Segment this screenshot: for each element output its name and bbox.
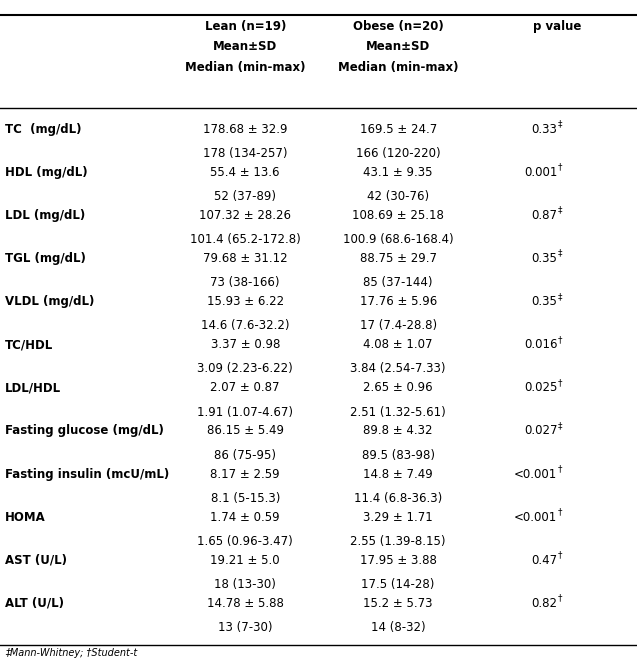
Text: TC  (mg/dL): TC (mg/dL) — [5, 122, 82, 136]
Text: 8.1 (5-15.3): 8.1 (5-15.3) — [211, 491, 280, 505]
Text: 2.55 (1.39-8.15): 2.55 (1.39-8.15) — [350, 535, 446, 548]
Text: Obese (n=20): Obese (n=20) — [353, 20, 443, 33]
Text: 101.4 (65.2-172.8): 101.4 (65.2-172.8) — [190, 233, 301, 246]
Text: 108.69 ± 25.18: 108.69 ± 25.18 — [352, 209, 444, 222]
Text: <0.001: <0.001 — [514, 467, 557, 481]
Text: 107.32 ± 28.26: 107.32 ± 28.26 — [199, 209, 291, 222]
Text: Fasting glucose (mg/dL): Fasting glucose (mg/dL) — [5, 424, 164, 438]
Text: 43.1 ± 9.35: 43.1 ± 9.35 — [363, 166, 433, 179]
Text: †: † — [558, 507, 562, 517]
Text: 17 (7.4-28.8): 17 (7.4-28.8) — [359, 319, 437, 332]
Text: 178 (134-257): 178 (134-257) — [203, 147, 287, 160]
Text: 3.37 ± 0.98: 3.37 ± 0.98 — [211, 338, 280, 351]
Text: 0.82: 0.82 — [531, 597, 557, 610]
Text: 15.93 ± 6.22: 15.93 ± 6.22 — [206, 295, 284, 308]
Text: ‡: ‡ — [558, 205, 562, 215]
Text: 86 (75-95): 86 (75-95) — [214, 449, 276, 462]
Text: 14.8 ± 7.49: 14.8 ± 7.49 — [363, 467, 433, 481]
Text: 100.9 (68.6-168.4): 100.9 (68.6-168.4) — [343, 233, 454, 246]
Text: 0.35: 0.35 — [531, 252, 557, 265]
Text: 55.4 ± 13.6: 55.4 ± 13.6 — [210, 166, 280, 179]
Text: 14.6 (7.6-32.2): 14.6 (7.6-32.2) — [201, 319, 289, 332]
Text: HOMA: HOMA — [5, 511, 46, 524]
Text: 3.84 (2.54-7.33): 3.84 (2.54-7.33) — [350, 362, 446, 376]
Text: ‡: ‡ — [558, 249, 562, 258]
Text: LDL (mg/dL): LDL (mg/dL) — [5, 209, 85, 222]
Text: 0.016: 0.016 — [524, 338, 557, 351]
Text: AST (U/L): AST (U/L) — [5, 554, 67, 567]
Text: †: † — [558, 162, 562, 172]
Text: 1.65 (0.96-3.47): 1.65 (0.96-3.47) — [197, 535, 293, 548]
Text: VLDL (mg/dL): VLDL (mg/dL) — [5, 295, 94, 308]
Text: 85 (37-144): 85 (37-144) — [363, 276, 433, 289]
Text: 17.95 ± 3.88: 17.95 ± 3.88 — [360, 554, 436, 567]
Text: †: † — [558, 464, 562, 473]
Text: †: † — [558, 551, 562, 559]
Text: Mean±SD: Mean±SD — [366, 40, 430, 53]
Text: 3.29 ± 1.71: 3.29 ± 1.71 — [363, 511, 433, 524]
Text: 8.17 ± 2.59: 8.17 ± 2.59 — [210, 467, 280, 481]
Text: ALT (U/L): ALT (U/L) — [5, 597, 64, 610]
Text: 14.78 ± 5.88: 14.78 ± 5.88 — [207, 597, 283, 610]
Text: ‡Mann-Whitney; †Student-t: ‡Mann-Whitney; †Student-t — [5, 648, 138, 658]
Text: 0.35: 0.35 — [531, 295, 557, 308]
Text: †: † — [558, 378, 562, 387]
Text: <0.001: <0.001 — [514, 511, 557, 524]
Text: ‡: ‡ — [558, 421, 562, 430]
Text: 89.5 (83-98): 89.5 (83-98) — [362, 449, 434, 462]
Text: 0.87: 0.87 — [531, 209, 557, 222]
Text: 79.68 ± 31.12: 79.68 ± 31.12 — [203, 252, 287, 265]
Text: 2.65 ± 0.96: 2.65 ± 0.96 — [363, 381, 433, 394]
Text: 169.5 ± 24.7: 169.5 ± 24.7 — [359, 122, 437, 136]
Text: 19.21 ± 5.0: 19.21 ± 5.0 — [210, 554, 280, 567]
Text: 2.51 (1.32-5.61): 2.51 (1.32-5.61) — [350, 406, 446, 418]
Text: Median (min-max): Median (min-max) — [338, 61, 459, 74]
Text: TGL (mg/dL): TGL (mg/dL) — [5, 252, 86, 265]
Text: 0.025: 0.025 — [524, 381, 557, 394]
Text: 1.91 (1.07-4.67): 1.91 (1.07-4.67) — [197, 406, 293, 418]
Text: 17.5 (14-28): 17.5 (14-28) — [361, 578, 435, 591]
Text: 18 (13-30): 18 (13-30) — [214, 578, 276, 591]
Text: TC/HDL: TC/HDL — [5, 338, 54, 351]
Text: 0.001: 0.001 — [524, 166, 557, 179]
Text: 2.07 ± 0.87: 2.07 ± 0.87 — [210, 381, 280, 394]
Text: 86.15 ± 5.49: 86.15 ± 5.49 — [207, 424, 283, 438]
Text: 15.2 ± 5.73: 15.2 ± 5.73 — [363, 597, 433, 610]
Text: 178.68 ± 32.9: 178.68 ± 32.9 — [203, 122, 287, 136]
Text: †: † — [558, 335, 562, 344]
Text: Mean±SD: Mean±SD — [213, 40, 277, 53]
Text: Median (min-max): Median (min-max) — [185, 61, 306, 74]
Text: HDL (mg/dL): HDL (mg/dL) — [5, 166, 88, 179]
Text: 0.33: 0.33 — [531, 122, 557, 136]
Text: 4.08 ± 1.07: 4.08 ± 1.07 — [363, 338, 433, 351]
Text: 1.74 ± 0.59: 1.74 ± 0.59 — [210, 511, 280, 524]
Text: 0.027: 0.027 — [524, 424, 557, 438]
Text: p value: p value — [533, 20, 582, 33]
Text: 42 (30-76): 42 (30-76) — [367, 190, 429, 203]
Text: †: † — [558, 594, 562, 602]
Text: Fasting insulin (mcU/mL): Fasting insulin (mcU/mL) — [5, 467, 169, 481]
Text: LDL/HDL: LDL/HDL — [5, 381, 61, 394]
Text: 13 (7-30): 13 (7-30) — [218, 621, 273, 634]
Text: 89.8 ± 4.32: 89.8 ± 4.32 — [363, 424, 433, 438]
Text: 3.09 (2.23-6.22): 3.09 (2.23-6.22) — [197, 362, 293, 376]
Text: 0.47: 0.47 — [531, 554, 557, 567]
Text: 11.4 (6.8-36.3): 11.4 (6.8-36.3) — [354, 491, 442, 505]
Text: 14 (8-32): 14 (8-32) — [371, 621, 426, 634]
Text: 17.76 ± 5.96: 17.76 ± 5.96 — [359, 295, 437, 308]
Text: 166 (120-220): 166 (120-220) — [356, 147, 440, 160]
Text: 88.75 ± 29.7: 88.75 ± 29.7 — [360, 252, 436, 265]
Text: Lean (n=19): Lean (n=19) — [204, 20, 286, 33]
Text: 73 (38-166): 73 (38-166) — [210, 276, 280, 289]
Text: ‡: ‡ — [558, 292, 562, 301]
Text: ‡: ‡ — [558, 119, 562, 128]
Text: 52 (37-89): 52 (37-89) — [214, 190, 276, 203]
